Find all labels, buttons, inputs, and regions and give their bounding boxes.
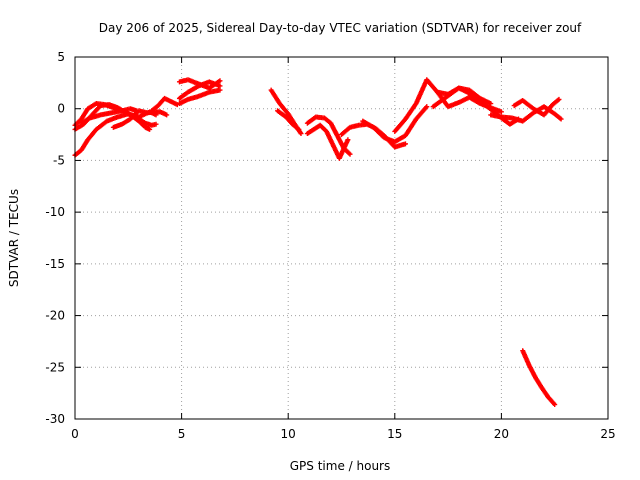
data-point xyxy=(556,96,562,102)
data-point xyxy=(345,137,351,143)
data-point xyxy=(296,126,302,132)
data-point xyxy=(217,78,223,84)
x-axis-label: GPS time / hours xyxy=(290,459,391,473)
y-tick-label: -20 xyxy=(45,309,65,323)
series-arc-5 xyxy=(110,108,170,130)
data-point xyxy=(552,402,558,408)
series-arc-6 xyxy=(149,95,180,114)
y-tick-label: 0 xyxy=(57,102,65,116)
series-arc-9 xyxy=(176,77,223,91)
x-tick-label: 10 xyxy=(281,427,296,441)
x-tick-label: 15 xyxy=(387,427,402,441)
data-point xyxy=(217,83,223,89)
data-point xyxy=(147,126,153,132)
series-arc-18 xyxy=(434,85,494,107)
series-arc-21 xyxy=(520,348,558,408)
x-tick-label: 5 xyxy=(178,427,186,441)
x-tick-label: 25 xyxy=(600,427,615,441)
series-arc-13 xyxy=(304,114,353,157)
data-point xyxy=(498,109,504,115)
data-points xyxy=(72,77,564,408)
plot-frame xyxy=(74,56,609,420)
tick-labels: 0 5 10 15 20 25 5 0 -5 -10 -15 -20 -25 -30 xyxy=(45,50,615,441)
y-tick-label: 5 xyxy=(57,50,65,64)
data-point xyxy=(298,131,304,137)
data-point xyxy=(164,112,170,118)
series-arc-12 xyxy=(304,122,351,161)
y-tick-label: -5 xyxy=(53,153,65,167)
data-point xyxy=(488,101,494,107)
data-point xyxy=(402,141,408,147)
data-point xyxy=(424,104,430,110)
series-arc-3 xyxy=(72,101,153,132)
y-tick-label: -30 xyxy=(45,412,65,426)
series-arc-15 xyxy=(360,104,430,145)
y-axis-label: SDTVAR / TECUs xyxy=(7,189,21,287)
x-tick-label: 20 xyxy=(494,427,509,441)
series-arc-4 xyxy=(78,106,140,126)
series-arc-11 xyxy=(275,108,302,132)
y-tick-label: -10 xyxy=(45,205,65,219)
chart-title: Day 206 of 2025, Sidereal Day-to-day VTE… xyxy=(99,21,582,35)
y-tick-label: -25 xyxy=(45,360,65,374)
data-point xyxy=(347,151,353,157)
series-arc-1 xyxy=(72,109,159,158)
data-point xyxy=(153,121,159,127)
x-tick-label: 0 xyxy=(71,427,79,441)
series-arc-20 xyxy=(511,96,562,118)
data-point xyxy=(558,116,564,122)
y-tick-label: -15 xyxy=(45,257,65,271)
